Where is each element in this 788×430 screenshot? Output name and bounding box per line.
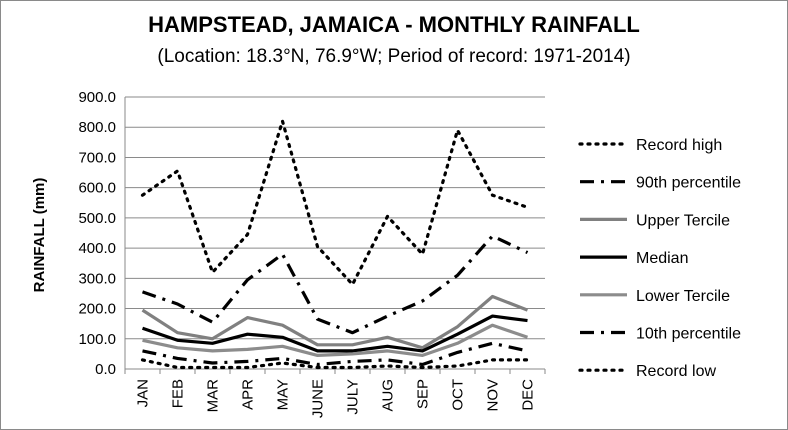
legend-label: 90th percentile [636, 175, 741, 192]
chart-title: HAMPSTEAD, JAMAICA - MONTHLY RAINFALL [148, 12, 640, 37]
series-line-record-high [140, 119, 530, 286]
series-line-record-low [140, 358, 530, 370]
x-tick-label: OCT [450, 379, 467, 411]
y-tick-label: 200.0 [78, 301, 116, 318]
series-line-90th-percentile [141, 234, 529, 335]
x-tick-label: FEB [170, 379, 187, 408]
y-tick-label: 0.0 [95, 361, 116, 378]
x-tick-label: MAR [205, 379, 222, 413]
legend-label: 10th percentile [636, 326, 741, 343]
x-tick-label: NOV [485, 379, 502, 412]
y-tick-label: 600.0 [78, 180, 116, 197]
x-tick-label: JUNE [310, 379, 327, 418]
y-tick-label: 900.0 [78, 89, 116, 106]
x-tick-label: SEP [415, 379, 432, 409]
series-line-upper-tercile [141, 294, 529, 350]
legend-label: Upper Tercile [636, 212, 730, 229]
y-tick-label: 300.0 [78, 270, 116, 287]
series-line-10th-percentile [142, 341, 528, 367]
legend-label: Record high [636, 137, 722, 154]
y-axis-label: RAINFALL (mm) [31, 178, 48, 293]
y-tick-label: 700.0 [78, 149, 116, 166]
x-tick-label: JULY [345, 379, 362, 415]
gridlines [125, 96, 545, 340]
series-line-median [141, 314, 528, 353]
legend-label: Lower Tercile [636, 288, 730, 305]
series-line-lower-tercile [142, 323, 529, 357]
y-tick-label: 800.0 [78, 119, 116, 136]
legend-label: Median [636, 250, 688, 267]
x-tick-label: MAY [275, 379, 292, 410]
x-tick-label: DEC [520, 379, 537, 411]
chart-subtitle: (Location: 18.3°N, 76.9°W; Period of rec… [157, 46, 630, 67]
axes: 0.0 100.0 200.0 300.0 400.0 500.0 600.0 700.0 80… [78, 89, 546, 418]
y-tick-label: 500.0 [78, 210, 116, 227]
series-lines [140, 119, 530, 370]
x-tick-label: AUG [380, 379, 397, 412]
x-tick-label: APR [240, 379, 257, 410]
legend-label: Record low [636, 363, 716, 380]
y-tick-label: 400.0 [78, 240, 116, 257]
legend: Record high 90th percentile Upper Tercile M… [578, 137, 741, 380]
y-tick-label: 100.0 [78, 331, 116, 348]
x-tick-label: JAN [135, 379, 152, 407]
